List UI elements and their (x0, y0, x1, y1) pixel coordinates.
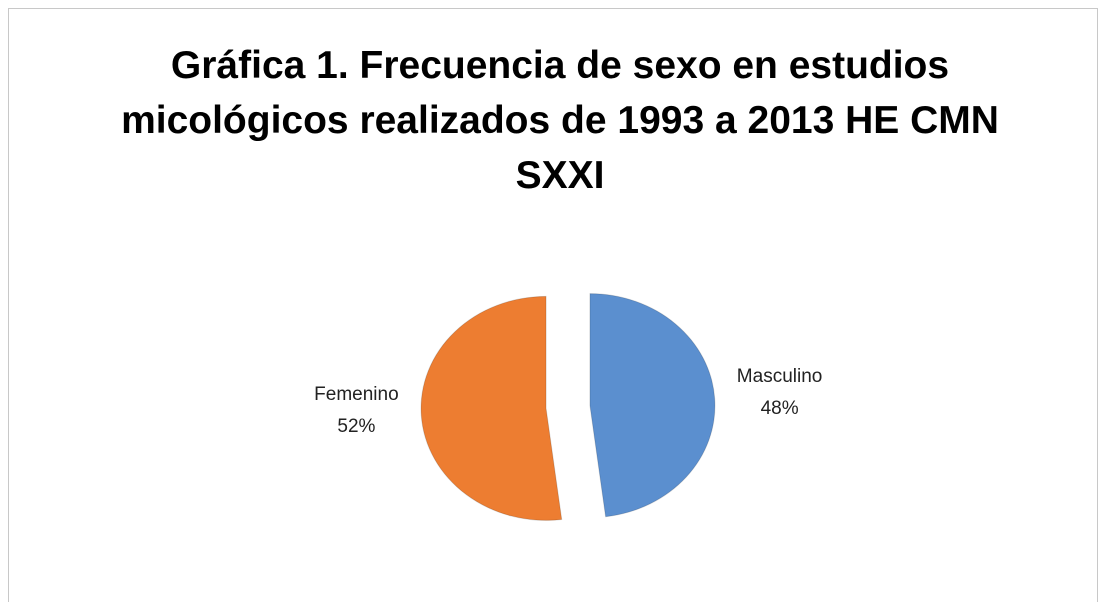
slice-label: Femenino (314, 384, 399, 405)
pie-slice (589, 293, 716, 518)
chart-border (8, 8, 1098, 602)
slice-value-label: 48% (761, 398, 799, 419)
slice-value-label: 52% (337, 416, 375, 437)
chart-title: Gráfica 1. Frecuencia de sexo en estudio… (121, 44, 999, 197)
slice-label: Masculino (737, 366, 823, 387)
pie-slice (420, 295, 563, 521)
